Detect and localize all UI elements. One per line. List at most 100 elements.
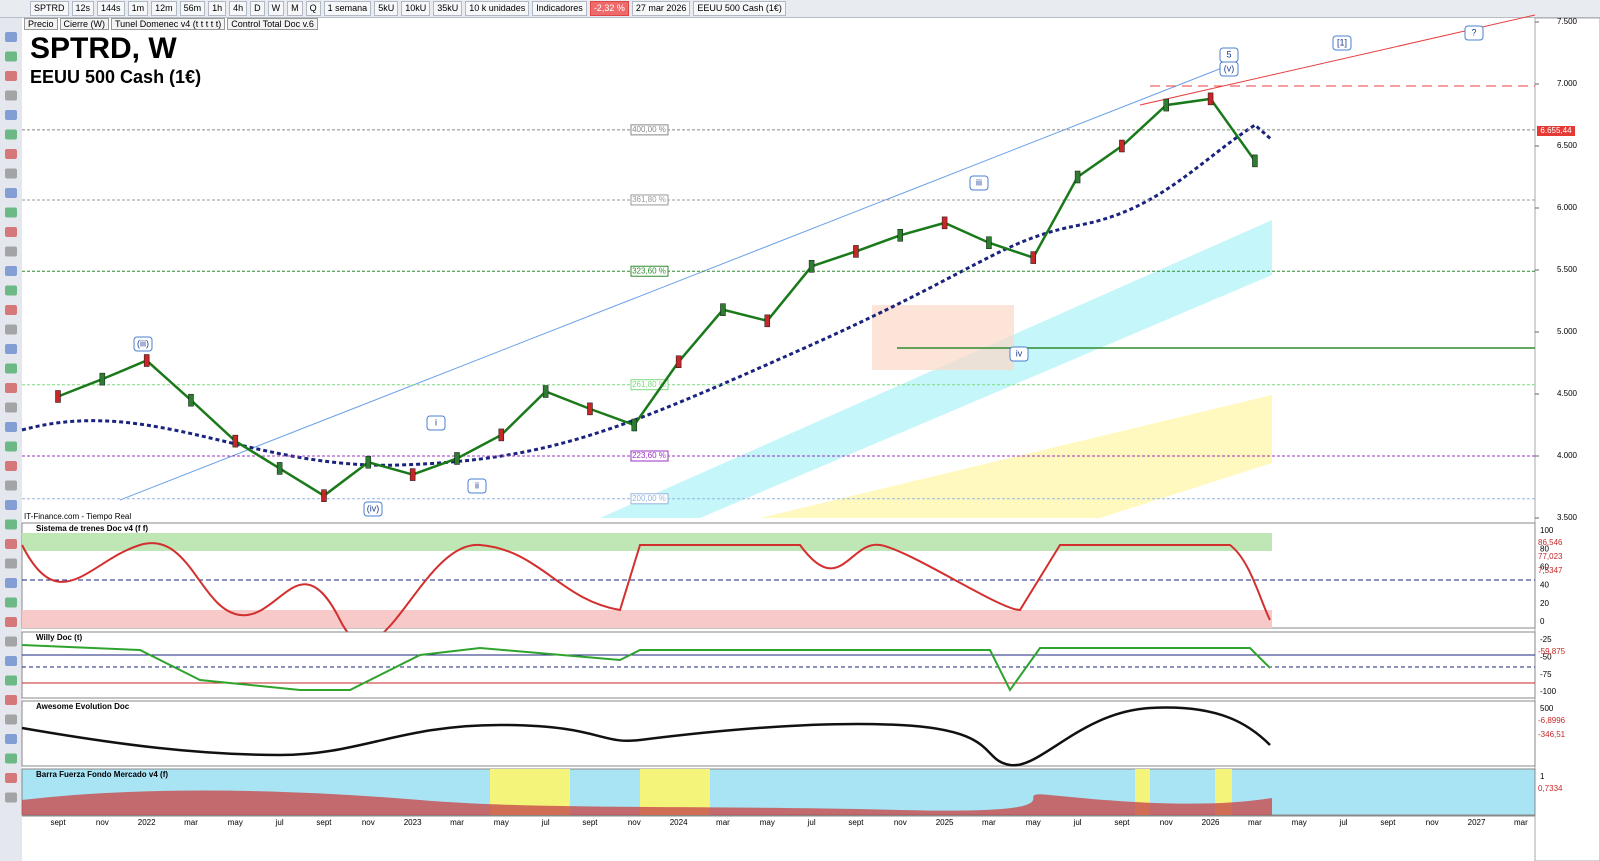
x-tick-label: may (494, 818, 509, 827)
tool-icon (5, 110, 17, 120)
x-tick-label: 2025 (936, 818, 954, 827)
candle (941, 216, 948, 230)
x-tick-label: may (228, 818, 243, 827)
panel-tick: -25 (1540, 635, 1552, 644)
x-tick-label: sept (582, 818, 598, 827)
x-tick-label: mar (1514, 818, 1528, 827)
x-tick-label: nov (96, 818, 109, 827)
candle (1252, 154, 1258, 168)
y-tick-label: 6.500 (1557, 141, 1578, 150)
legend-bar: Precio Cierre (W) Tunel Domenec v4 (t t t … (24, 18, 318, 30)
oscillator (21, 542, 1271, 644)
fib-label: 223,60 % (632, 451, 666, 460)
panel-tick: -100 (1540, 687, 1557, 696)
panel-value: -6,8996 (1538, 716, 1566, 725)
tool-icon (5, 227, 17, 237)
candle (986, 236, 992, 249)
candle (808, 260, 815, 273)
wave-label: (v) (1224, 63, 1235, 73)
toolbar-item[interactable]: Q (305, 1, 321, 16)
tool-icon (5, 324, 17, 335)
tool-icon (5, 792, 17, 803)
tool-icon (5, 266, 17, 276)
x-tick-label: 2027 (1468, 818, 1486, 827)
candle (99, 372, 106, 386)
candle (276, 462, 283, 475)
toolbar-item[interactable]: 35kU (433, 1, 463, 16)
toolbar-item[interactable]: Control Total Doc v.6 (227, 18, 318, 30)
x-tick-label: sept (1114, 818, 1130, 827)
toolbar-item[interactable]: 4h (229, 1, 248, 16)
panel-tick: 500 (1540, 704, 1554, 713)
tool-icon (5, 383, 17, 393)
toolbar: SPTRD 12s 144s 1m 12m 56m 1h 4h D W M Q 1 semana 5kU 1… (0, 0, 1600, 18)
panel-title: Barra Fuerza Fondo Mercado v4 (f) (36, 770, 168, 779)
toolbar-item[interactable]: 144s (97, 1, 125, 16)
x-tick-label: may (760, 818, 775, 827)
tool-icon (5, 617, 17, 627)
wave-box (1219, 47, 1239, 63)
toolbar-item[interactable]: Indicadores (532, 1, 587, 16)
toolbar-item[interactable]: SPTRD (30, 1, 69, 16)
candle (188, 393, 194, 407)
panel-value: 86,546 (1538, 538, 1563, 547)
oscillator (21, 644, 1271, 692)
toolbar-item[interactable]: -2,32 % (589, 1, 629, 16)
toolbar-item[interactable]: 12s (71, 1, 95, 16)
toolbar-item[interactable]: Precio (24, 18, 58, 30)
wave-box (133, 336, 153, 352)
toolbar-item[interactable]: Tunel Domenec v4 (t t t t t) (111, 18, 226, 30)
toolbar-item[interactable]: 12m (151, 1, 177, 16)
panel (21, 522, 1536, 629)
toolbar-item[interactable]: 1 semana (323, 1, 372, 16)
toolbar-item[interactable]: 1m (127, 1, 149, 16)
toolbar-item[interactable]: W (267, 1, 285, 16)
fib-label: 361,80 % (632, 195, 666, 204)
tool-icon (5, 129, 17, 140)
toolbar-item[interactable]: 10kU (401, 1, 431, 16)
candle (498, 428, 505, 442)
toolbar-item[interactable]: 1h (208, 1, 227, 16)
y-tick-label: 7.000 (1557, 79, 1578, 88)
panel (21, 768, 1536, 816)
tool-icon (5, 51, 17, 62)
x-tick-label: sept (50, 818, 66, 827)
tool-icon (5, 422, 17, 432)
panel-title: Sistema de trenes Doc v4 (f f) (36, 524, 148, 533)
tool-icon (5, 597, 17, 608)
candle (1030, 251, 1037, 264)
toolbar-item[interactable]: 10 k unidades (465, 1, 530, 16)
toolbar-item[interactable]: EEUU 500 Cash (1€) (693, 1, 786, 16)
x-tick-label: jul (807, 818, 816, 827)
x-tick-label: may (1292, 818, 1307, 827)
toolbar-item[interactable]: M (287, 1, 303, 16)
tool-icon (5, 539, 17, 549)
panel-tick: -75 (1540, 670, 1552, 679)
trend-line (119, 67, 1223, 501)
x-tick-label: mar (184, 818, 198, 827)
toolbar-item[interactable]: Cierre (W) (59, 18, 110, 30)
toolbar-item[interactable]: 27 mar 2026 (631, 1, 691, 16)
zone (872, 305, 1014, 370)
price-line (57, 97, 1256, 498)
tool-icon (5, 519, 17, 530)
x-tick-label: mar (982, 818, 996, 827)
y-tick-label: 4.000 (1557, 451, 1578, 460)
tool-icon (5, 578, 17, 588)
wave-label: (iii) (137, 338, 149, 348)
wave-label: [1] (1337, 37, 1347, 47)
toolbar-item[interactable]: 56m (179, 1, 206, 16)
toolbar-item[interactable]: 5kU (374, 1, 399, 16)
wave-label: i (435, 417, 437, 427)
chart-subtitle: EEUU 500 Cash (1€) (30, 67, 201, 87)
panel-tick: 100 (1540, 526, 1554, 535)
x-tick-label: nov (1160, 818, 1173, 827)
toolbar-item[interactable]: D (250, 1, 265, 16)
wave-box (363, 501, 383, 517)
panel (21, 700, 1536, 767)
candle (720, 303, 726, 316)
panel-tick: 80 (1540, 544, 1549, 553)
panel-tick: 20 (1540, 599, 1549, 608)
